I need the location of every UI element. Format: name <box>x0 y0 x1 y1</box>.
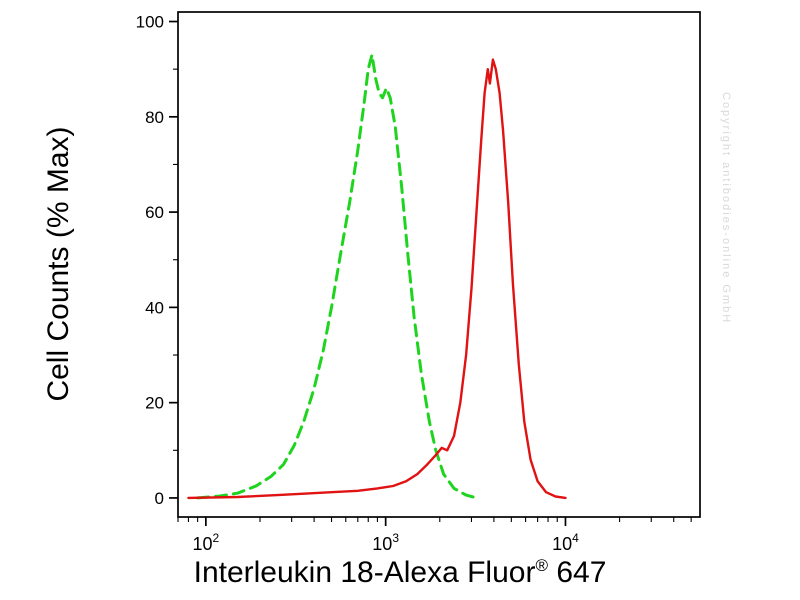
x-tick-label: 102 <box>192 531 219 554</box>
plot-frame <box>177 11 701 518</box>
y-tick-label: 20 <box>145 394 164 413</box>
y-tick-label: 80 <box>145 108 164 127</box>
watermark: Copyright antibodies-online GmbH <box>720 92 732 325</box>
registered-trademark-icon: ® <box>535 556 548 575</box>
y-axis-title: Cell Counts (% Max) <box>42 126 75 402</box>
series-curve-solid <box>187 58 567 500</box>
y-tick-label: 0 <box>155 489 164 508</box>
y-tick-label: 100 <box>136 13 164 32</box>
x-axis-title-text: Interleukin 18-Alexa Fluor <box>193 556 536 589</box>
x-axis-title-suffix: 647 <box>547 556 607 589</box>
series-curve-dashed <box>196 53 478 500</box>
y-tick-label: 60 <box>145 203 164 222</box>
x-tick-label: 104 <box>552 531 579 554</box>
x-axis-title: Interleukin 18-Alexa Fluor® 647 <box>0 556 800 590</box>
y-tick-label: 40 <box>145 298 164 317</box>
x-tick-label: 103 <box>372 531 399 554</box>
